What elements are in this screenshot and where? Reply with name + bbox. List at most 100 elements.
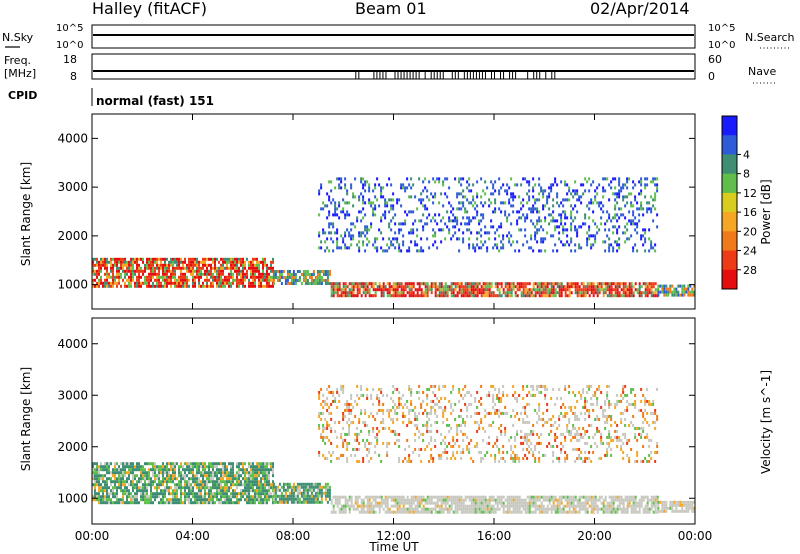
- velocity-range-cell: [250, 480, 252, 484]
- velocity-range-cell: [368, 441, 371, 445]
- power-range-cell: [480, 294, 483, 298]
- velocity-range-cell: [616, 510, 619, 514]
- velocity-range-cell: [468, 498, 471, 502]
- velocity-range-cell: [348, 510, 351, 514]
- power-range-cell: [402, 234, 405, 238]
- velocity-range-cell: [244, 492, 246, 496]
- power-range-cell: [530, 246, 533, 250]
- power-range-cell: [562, 228, 565, 232]
- power-range-cell: [640, 204, 643, 208]
- power-range-cell: [544, 189, 547, 193]
- power-range-cell: [190, 263, 192, 267]
- velocity-range-cell: [200, 465, 202, 469]
- power-range-cell: [564, 222, 567, 226]
- power-range-cell: [502, 183, 505, 187]
- velocity-range-cell: [322, 423, 325, 427]
- velocity-range-cell: [614, 495, 617, 499]
- power-range-cell: [532, 210, 535, 214]
- velocity-range-cell: [336, 435, 339, 439]
- velocity-range-cell: [214, 462, 216, 466]
- power-range-cell: [144, 266, 146, 270]
- power-range-cell: [618, 180, 621, 184]
- power-range-cell: [648, 285, 651, 289]
- power-range-cell: [576, 198, 579, 202]
- velocity-range-cell: [280, 494, 283, 498]
- velocity-range-cell: [556, 498, 559, 502]
- power-range-cell: [140, 257, 142, 261]
- power-range-cell: [218, 284, 220, 288]
- power-range-cell: [594, 291, 597, 295]
- velocity-range-cell: [256, 471, 258, 475]
- power-range-cell: [262, 266, 264, 270]
- power-range-cell: [222, 260, 224, 264]
- velocity-range-cell: [240, 462, 242, 466]
- velocity-range-cell: [372, 429, 375, 433]
- power-range-cell: [376, 237, 379, 241]
- power-range-cell: [646, 210, 649, 214]
- velocity-range-cell: [144, 468, 146, 472]
- velocity-range-cell: [572, 510, 575, 514]
- velocity-range-cell: [482, 495, 485, 499]
- velocity-range-cell: [94, 477, 96, 481]
- velocity-range-cell: [614, 498, 617, 502]
- velocity-range-cell: [378, 399, 381, 403]
- velocity-range-cell: [110, 477, 112, 481]
- velocity-range-cell: [234, 474, 236, 478]
- power-range-cell: [608, 246, 611, 250]
- power-range-cell: [640, 183, 643, 187]
- power-range-cell: [174, 281, 176, 285]
- power-range-cell: [572, 285, 575, 289]
- power-range-cell: [452, 282, 455, 286]
- velocity-range-cell: [344, 501, 347, 505]
- velocity-range-cell: [282, 494, 285, 498]
- velocity-range-cell: [336, 504, 339, 508]
- power-range-cell: [400, 249, 403, 253]
- power-range-cell: [460, 207, 463, 211]
- velocity-range-cell: [106, 471, 108, 475]
- velocity-range-cell: [296, 500, 299, 504]
- velocity-range-cell: [600, 507, 603, 511]
- velocity-range-cell: [350, 501, 353, 505]
- velocity-range-cell: [232, 495, 234, 499]
- power-range-cell: [92, 260, 94, 264]
- power-range-cell: [512, 282, 515, 286]
- power-range-cell: [440, 228, 443, 232]
- velocity-range-cell: [124, 465, 126, 469]
- velocity-range-cell: [220, 471, 222, 475]
- velocity-range-cell: [210, 486, 212, 490]
- velocity-range-cell: [444, 498, 447, 502]
- power-range-cell: [584, 285, 587, 289]
- velocity-range-cell: [518, 495, 521, 499]
- power-range-cell: [394, 288, 397, 292]
- velocity-range-cell: [564, 510, 567, 514]
- velocity-range-cell: [130, 498, 132, 502]
- velocity-range-cell: [560, 501, 563, 505]
- power-range-cell: [598, 288, 601, 292]
- power-range-cell: [522, 198, 525, 202]
- velocity-range-cell: [264, 495, 266, 499]
- power-range-cell: [542, 294, 545, 298]
- velocity-range-cell: [626, 495, 629, 499]
- velocity-range-cell: [342, 510, 345, 514]
- power-range-cell: [384, 216, 387, 220]
- velocity-range-cell: [442, 507, 445, 511]
- velocity-range-cell: [588, 498, 591, 502]
- power-range-cell: [154, 266, 156, 270]
- velocity-range-cell: [554, 498, 557, 502]
- power-range-cell: [318, 279, 321, 282]
- velocity-range-cell: [406, 423, 409, 427]
- power-range-cell: [460, 177, 463, 181]
- velocity-range-cell: [182, 477, 184, 481]
- velocity-range-cell: [204, 495, 206, 499]
- power-range-cell: [322, 273, 325, 276]
- velocity-range-cell: [184, 489, 186, 493]
- velocity-range-cell: [162, 489, 164, 493]
- power-range-cell: [574, 216, 577, 220]
- power-range-cell: [418, 288, 421, 292]
- power-range-cell: [484, 201, 487, 205]
- power-range-cell: [362, 288, 365, 292]
- power-range-cell: [172, 281, 174, 285]
- power-range-cell: [504, 294, 507, 298]
- power-range-cell: [626, 294, 629, 298]
- power-range-cell: [138, 272, 140, 276]
